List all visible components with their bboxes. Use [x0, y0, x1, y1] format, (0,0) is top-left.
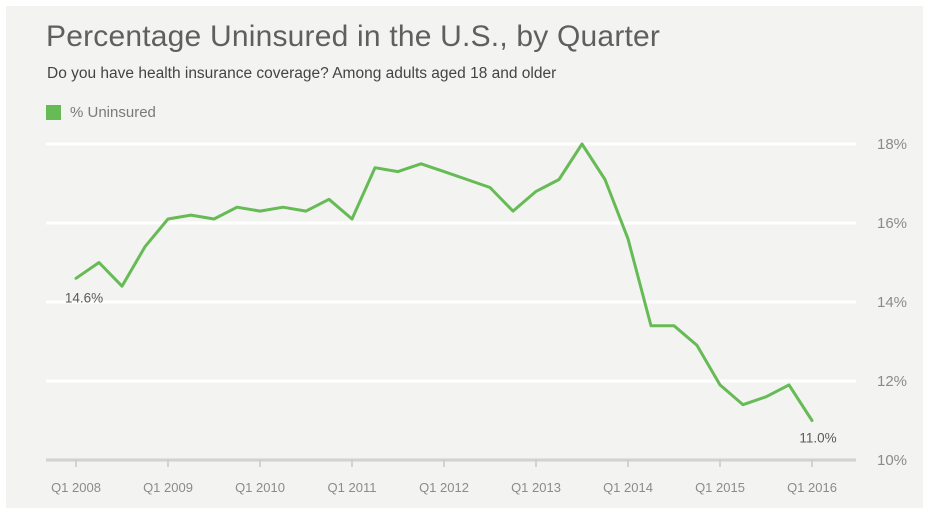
y-tick-label: 10% [877, 452, 907, 469]
y-tick-label: 16% [877, 215, 907, 232]
x-tick-label: Q1 2015 [695, 480, 745, 495]
x-tick-label: Q1 2008 [51, 480, 101, 495]
chart-title: Percentage Uninsured in the U.S., by Qua… [46, 20, 661, 53]
legend-swatch [46, 105, 61, 120]
y-tick-label: 12% [877, 373, 907, 390]
chart-legend: % Uninsured [46, 104, 156, 121]
x-tick-label: Q1 2013 [511, 480, 561, 495]
data-label: 14.6% [65, 290, 103, 305]
x-tick-label: Q1 2011 [328, 480, 377, 495]
x-tick-label: Q1 2016 [787, 480, 837, 495]
data-label: 11.0% [799, 431, 836, 446]
series-line-uninsured [74, 142, 814, 422]
x-tick-label: Q1 2010 [235, 480, 285, 495]
y-tick-label: 18% [877, 136, 907, 153]
chart-panel: Percentage Uninsured in the U.S., by Qua… [6, 6, 923, 508]
x-tick-label: Q1 2009 [143, 480, 193, 495]
x-tick-label: Q1 2014 [603, 480, 653, 495]
x-tick-label: Q1 2012 [419, 480, 469, 495]
line-chart: 10% 12% 14% 16% 18% Q1 2008 Q1 2009 Q1 2010 Q1 2… [46, 136, 907, 495]
chart-subtitle: Do you have health insurance coverage? A… [47, 65, 557, 82]
y-tick-label: 14% [877, 294, 907, 311]
legend-label: % Uninsured [70, 104, 156, 121]
